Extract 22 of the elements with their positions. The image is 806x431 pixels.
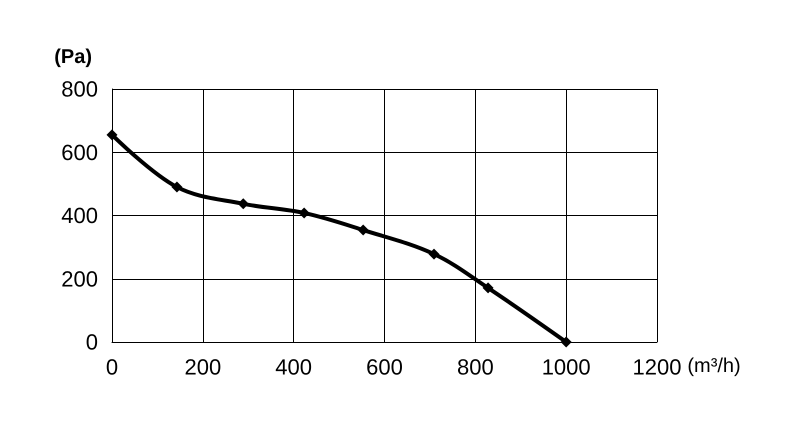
y-tick-label: 600 xyxy=(61,140,98,165)
y-tick-label: 0 xyxy=(86,330,98,354)
x-tick-label: 400 xyxy=(275,354,312,380)
point xyxy=(298,207,310,218)
point xyxy=(358,224,369,236)
y-tick-label: 200 xyxy=(61,266,98,292)
x-tick-label: 1200 xyxy=(632,354,682,380)
y-tick-label: 400 xyxy=(61,203,98,228)
x-axis-title: (m³/h) xyxy=(687,355,741,377)
y-tick-label: 800 xyxy=(61,76,98,102)
point xyxy=(106,129,118,140)
x-tick-label: 1000 xyxy=(542,354,591,380)
x-tick-label: 200 xyxy=(184,354,222,380)
x-tick-label: 800 xyxy=(456,354,494,380)
x-tick-label: 0 xyxy=(106,354,118,380)
point xyxy=(482,282,494,294)
point xyxy=(428,248,440,260)
point xyxy=(171,182,182,193)
x-tick-label: 600 xyxy=(366,354,403,380)
y-axis-title: (Pa) xyxy=(54,46,92,68)
point xyxy=(560,336,572,348)
point xyxy=(238,198,249,210)
